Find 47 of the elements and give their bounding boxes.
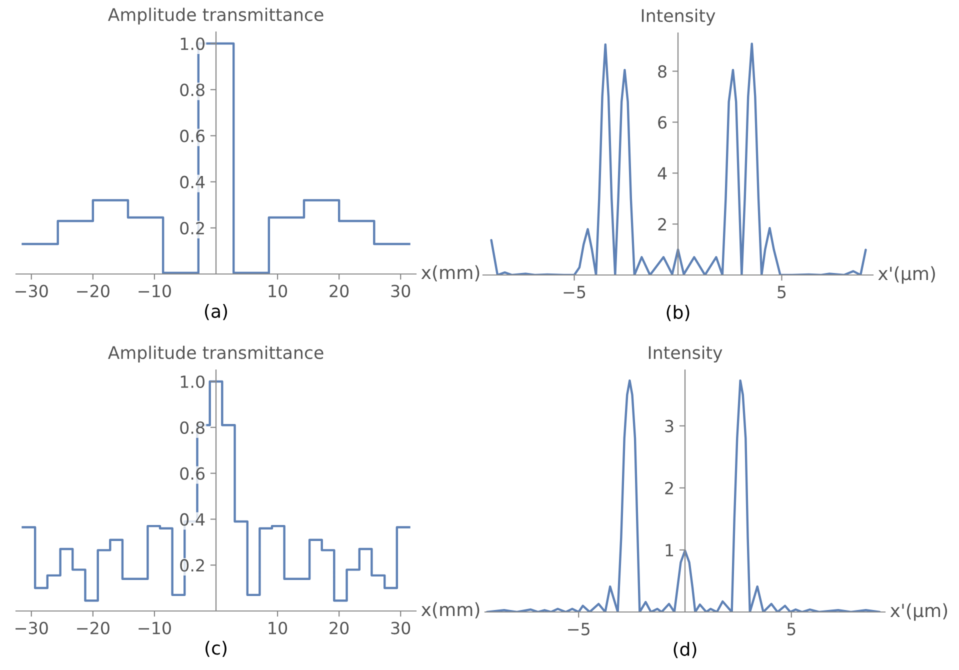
x-tick-label: 20 xyxy=(330,622,349,634)
y-tick-label: 0.8 xyxy=(180,84,204,96)
x-tick-label: −30 xyxy=(16,622,48,634)
y-tick-label: 3 xyxy=(665,420,674,432)
y-tick-label: 1 xyxy=(666,544,674,556)
x-axis-title: x'(μm) xyxy=(890,603,948,621)
text: (b) xyxy=(666,304,690,322)
x-axis-title: x(mm) xyxy=(421,265,480,282)
chart-title: Amplitude transmittance xyxy=(108,346,324,362)
x-tick-label: −5 xyxy=(568,622,590,636)
chart-title: Intensity xyxy=(642,8,716,26)
text: (c) xyxy=(206,640,226,657)
y-tick-label: 0.2 xyxy=(180,559,204,572)
y-tick-label: 4 xyxy=(658,167,667,180)
x-tick-label: 30 xyxy=(391,622,410,634)
y-tick-label: 0.2 xyxy=(180,222,204,234)
x-tick-label: 20 xyxy=(330,284,349,298)
y-tick-label: 0.6 xyxy=(180,467,205,480)
x-tick-label: 5 xyxy=(778,286,786,298)
y-tick-label: 1.0 xyxy=(180,375,204,388)
chart-title: Intensity xyxy=(648,346,722,362)
x-tick-label: −10 xyxy=(138,622,171,634)
y-tick-label: 0.4 xyxy=(180,513,205,526)
x-tick-label: −30 xyxy=(16,284,48,298)
x-tick-label: −20 xyxy=(77,622,110,634)
text: (d) xyxy=(674,642,696,658)
y-tick-label: 0.6 xyxy=(180,130,205,142)
x-tick-label: −10 xyxy=(138,284,171,298)
y-tick-label: 2 xyxy=(665,482,673,494)
line-series xyxy=(490,42,867,275)
x-tick-label: 10 xyxy=(268,622,288,634)
x-tick-label: −5 xyxy=(564,286,586,298)
line-series xyxy=(486,379,881,612)
x-tick-label: 10 xyxy=(268,284,288,298)
y-tick-label: 2 xyxy=(658,218,666,230)
y-tick-label: 8 xyxy=(658,65,666,78)
x-axis-title: x(mm) xyxy=(421,602,480,618)
x-tick-label: −20 xyxy=(77,284,110,298)
y-tick-label: 0.4 xyxy=(180,176,205,188)
x-tick-label: 30 xyxy=(391,284,410,298)
y-tick-label: 0.8 xyxy=(180,421,204,434)
y-tick-label: 6 xyxy=(658,116,667,129)
y-tick-label: 1.0 xyxy=(180,37,204,50)
chart-title: Amplitude transmittance xyxy=(108,8,324,24)
text: (a) xyxy=(204,304,228,320)
x-axis-title: x'(μm) xyxy=(878,266,935,284)
x-tick-label: 5 xyxy=(787,622,796,636)
